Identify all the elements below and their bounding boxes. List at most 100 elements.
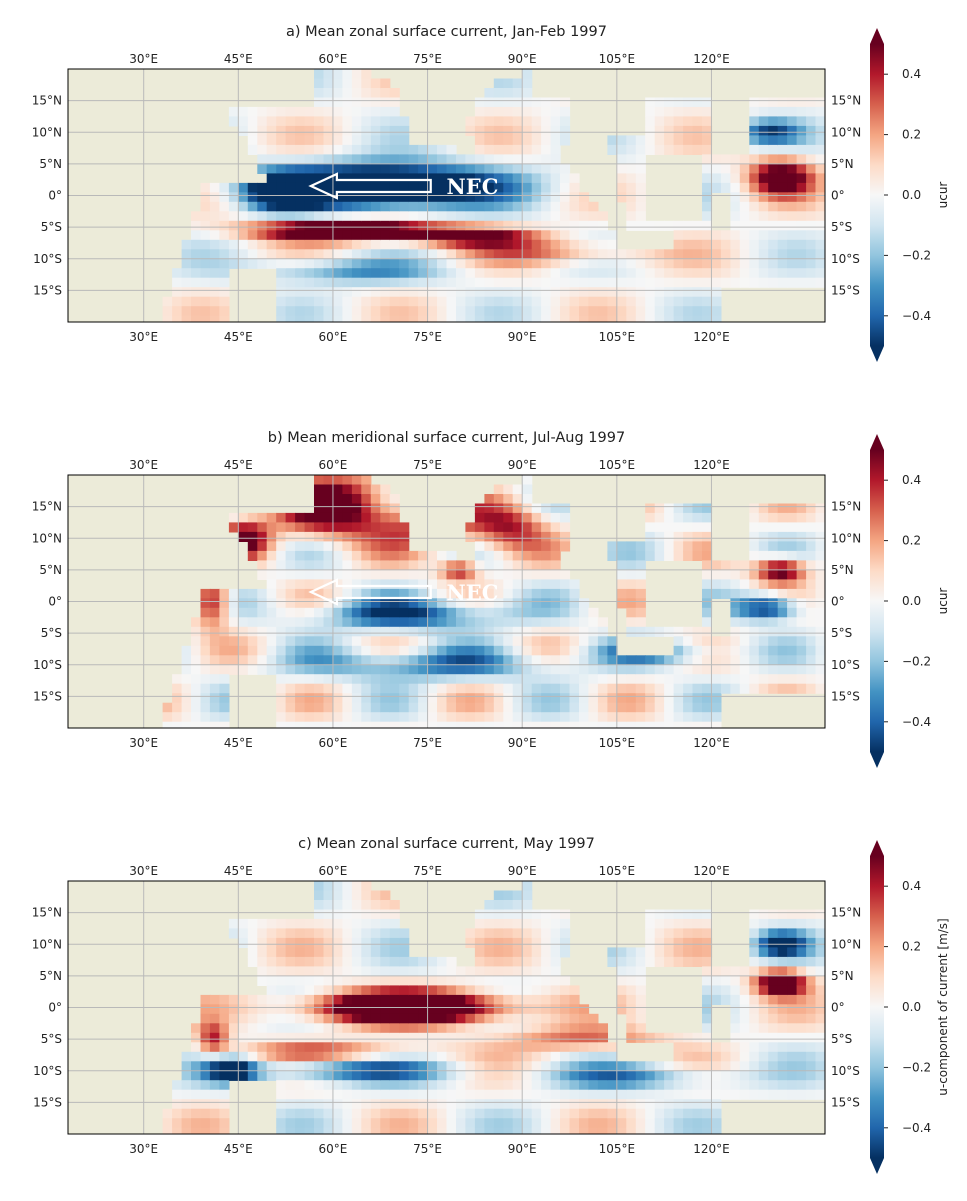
field-cell (664, 512, 675, 523)
field-cell (673, 928, 684, 939)
field-cell (266, 598, 277, 609)
field-cell (635, 192, 646, 203)
field-cell (285, 249, 296, 260)
field-cell (654, 683, 665, 694)
field-cell (512, 918, 523, 929)
field-cell (446, 645, 457, 656)
field-cell (683, 674, 694, 685)
field-cell (370, 626, 381, 637)
lat-tick-left: 10°N (32, 937, 62, 951)
field-cell (796, 655, 807, 666)
field-cell (456, 664, 467, 675)
field-cell (285, 512, 296, 523)
field-cell (323, 69, 334, 80)
field-cell (285, 315, 296, 322)
field-cell (588, 1061, 599, 1072)
field-cell (512, 287, 523, 298)
field-cell (323, 626, 334, 637)
field-cell (465, 1080, 476, 1091)
field-cell (645, 97, 656, 108)
field-cell (692, 503, 703, 514)
field-cell (730, 966, 741, 977)
field-cell (389, 607, 400, 618)
field-cell (588, 277, 599, 288)
field-cell (673, 1108, 684, 1119)
field-cell (342, 683, 353, 694)
field-cell (626, 607, 637, 618)
field-cell (399, 674, 410, 685)
field-cell (427, 277, 438, 288)
field-cell (626, 1099, 637, 1110)
field-cell (162, 306, 173, 317)
field-cell (588, 287, 599, 298)
field-cell (607, 230, 618, 241)
field-cell (266, 655, 277, 666)
field-cell (569, 1013, 580, 1024)
field-cell (720, 239, 731, 250)
nec-arrow (308, 172, 432, 200)
field-cell (209, 607, 220, 618)
field-cell (503, 154, 514, 165)
field-cell (257, 541, 268, 552)
field-cell (692, 268, 703, 279)
field-cell (720, 154, 731, 165)
field-cell (673, 306, 684, 317)
field-cell (200, 220, 211, 231)
field-cell (531, 985, 542, 996)
field-cell (351, 645, 362, 656)
field-cell (588, 664, 599, 675)
field-cell (465, 607, 476, 618)
field-cell (323, 522, 334, 533)
field-cell (238, 617, 249, 628)
field-cell (777, 116, 788, 127)
field-cell (730, 569, 741, 580)
field-cell (351, 1042, 362, 1053)
field-cell (389, 909, 400, 920)
field-cell (683, 125, 694, 136)
field-cell (522, 1013, 533, 1024)
field-cell (626, 626, 637, 637)
field-cell (304, 239, 315, 250)
lon-tick-bottom: 60°E (319, 736, 348, 750)
field-cell (484, 918, 495, 929)
field-cell (380, 239, 391, 250)
field-cell (304, 306, 315, 317)
field-cell (503, 1013, 514, 1024)
field-cell (314, 211, 325, 222)
field-cell (815, 211, 825, 222)
field-cell (209, 626, 220, 637)
field-cell (446, 1108, 457, 1119)
field-cell (777, 918, 788, 929)
field-cell (465, 154, 476, 165)
field-cell (295, 1099, 306, 1110)
field-cell (768, 994, 779, 1005)
field-cell (635, 956, 646, 967)
field-cell (408, 1099, 419, 1110)
field-cell (418, 683, 429, 694)
field-cell (645, 693, 656, 704)
field-cell (626, 182, 637, 193)
field-cell (635, 598, 646, 609)
field-cell (304, 1127, 315, 1134)
field-cell (361, 211, 372, 222)
field-cell (692, 947, 703, 958)
field-cell (531, 1051, 542, 1062)
field-cell (389, 626, 400, 637)
field-cell (702, 1089, 713, 1100)
field-cell (607, 947, 618, 958)
field-cell (720, 230, 731, 241)
field-cell (692, 721, 703, 728)
field-cell (654, 1127, 665, 1134)
nec-label: NEC (447, 174, 499, 199)
field-cell (181, 1099, 192, 1110)
field-cell (796, 975, 807, 986)
field-cell (768, 636, 779, 647)
field-cell (815, 1013, 825, 1024)
field-cell (739, 249, 750, 260)
field-cell (664, 541, 675, 552)
field-cell (209, 1108, 220, 1119)
field-cell (266, 1013, 277, 1024)
field-cell (493, 287, 504, 298)
field-cell (711, 306, 722, 317)
field-cell (654, 1099, 665, 1110)
